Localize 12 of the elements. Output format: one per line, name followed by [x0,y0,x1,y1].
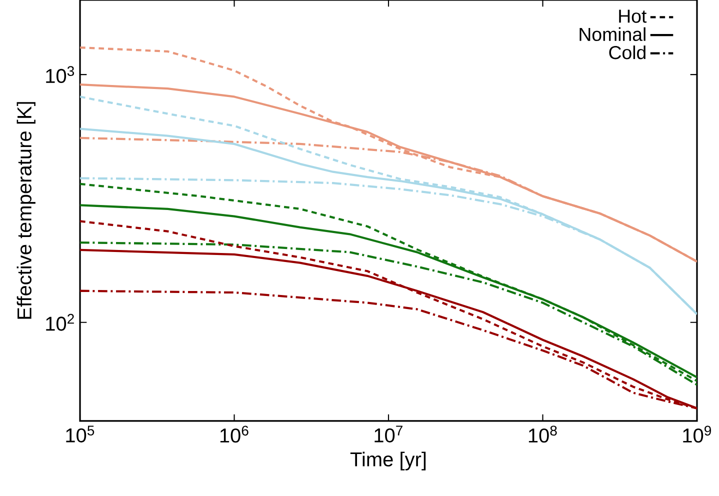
x-axis-title: Time [yr] [350,452,426,470]
x-tick-label: 10$^{5}$ [66,426,94,442]
legend-label: Cold [609,45,646,60]
legend-label: Nominal [580,27,646,42]
y-tick-label: 10$^{2}$ [46,314,74,331]
y-axis-title: Effective temperature [K] [16,102,36,319]
x-tick-label: 10$^{6}$ [220,426,248,443]
x-tick-label: 10$^{7}$ [374,426,402,442]
y-tick-label: 10$^{3}$ [46,66,74,84]
x-tick-label: 10$^{9}$ [683,426,712,443]
legend-label: Hot [619,10,647,23]
x-tick-label: 10$^{8}$ [528,426,557,443]
